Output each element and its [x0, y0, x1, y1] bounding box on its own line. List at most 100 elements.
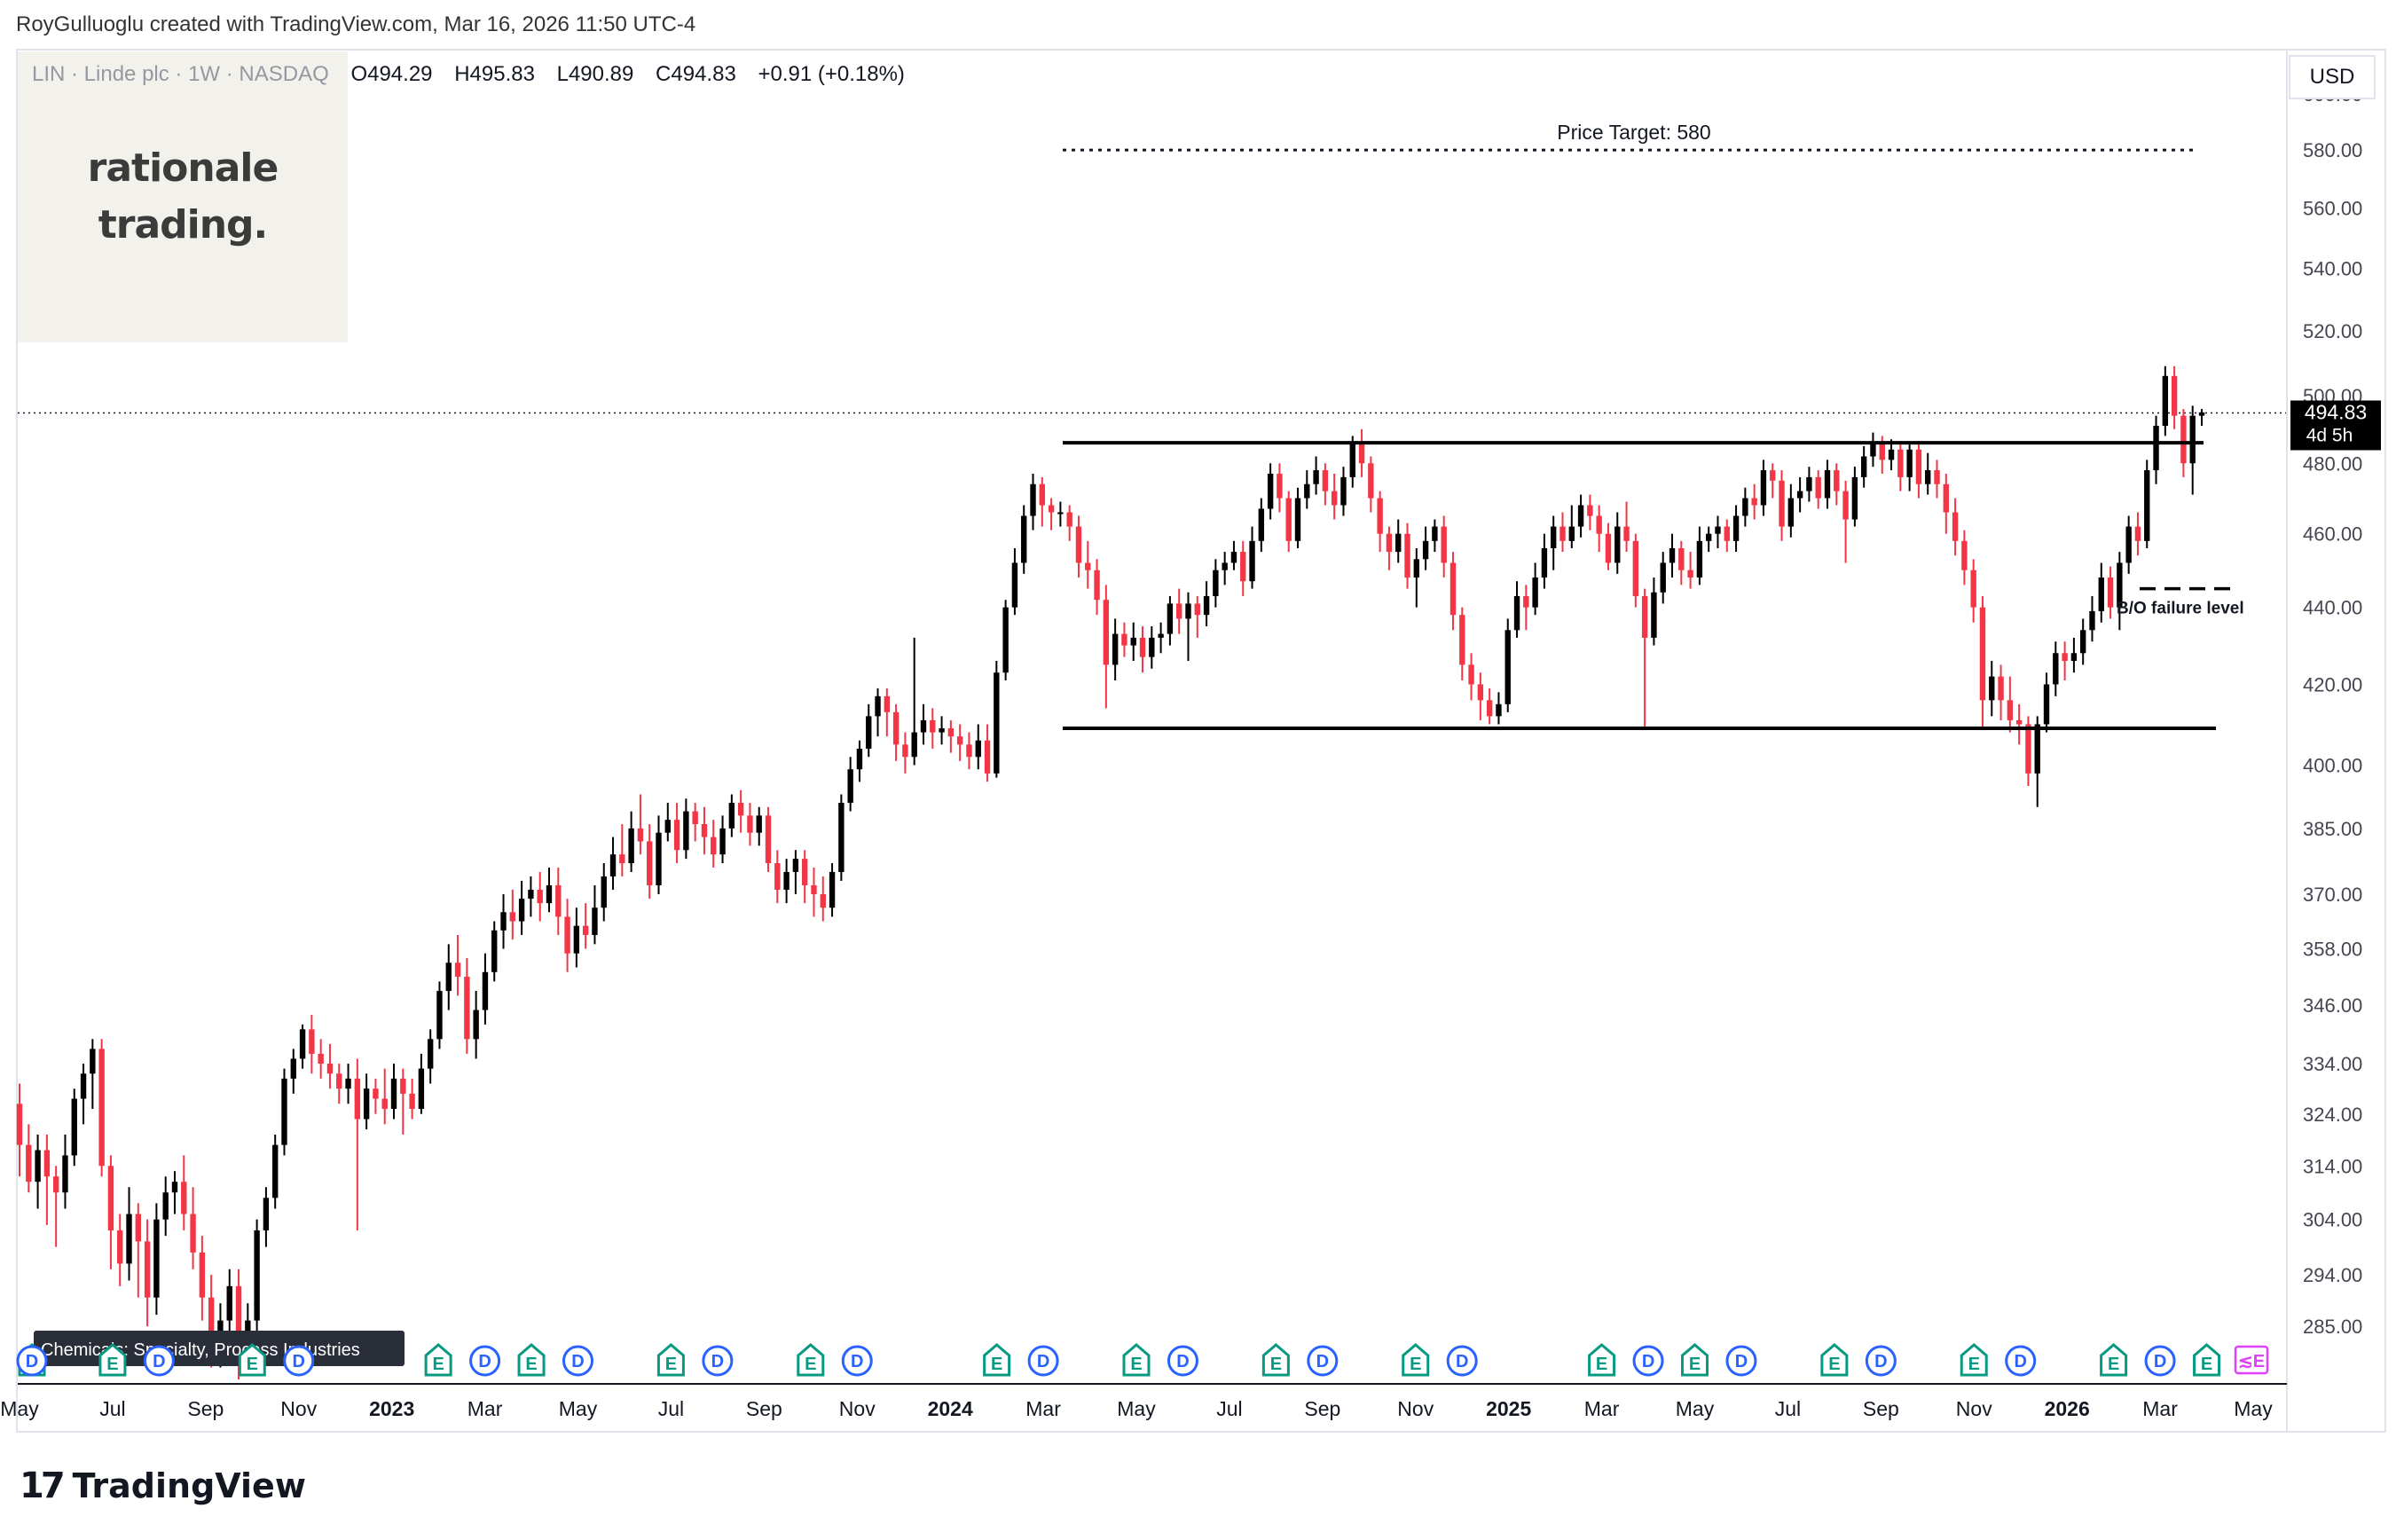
- candle: [975, 724, 981, 770]
- candle: [1669, 533, 1676, 578]
- candle: [1732, 505, 1740, 553]
- bo-failure-label: B/O failure level: [2117, 600, 2244, 618]
- candle: [71, 1088, 77, 1167]
- candle: [1213, 559, 1219, 608]
- candle: [1395, 519, 1402, 563]
- earnings-icon[interactable]: E: [98, 1343, 127, 1377]
- dividend-icon[interactable]: D: [16, 1345, 48, 1377]
- earnings-icon[interactable]: E: [424, 1343, 452, 1377]
- candle: [1724, 519, 1730, 553]
- annotations-group: Price Target: 580 B/O failure level: [1063, 121, 2244, 730]
- candle: [2043, 672, 2050, 733]
- candle: [1513, 581, 1520, 638]
- candle: [98, 1039, 105, 1177]
- candle: [1386, 526, 1393, 570]
- time-tick-label: Nov: [1397, 1397, 1434, 1420]
- dividend-icon[interactable]: D: [1307, 1345, 1339, 1377]
- earnings-icon[interactable]: E: [983, 1343, 1011, 1377]
- candle: [26, 1124, 32, 1193]
- candle: [1277, 463, 1283, 513]
- candle: [1523, 585, 1529, 631]
- price-axis[interactable]: 600.00580.00560.00540.00520.00500.00480.…: [2303, 83, 2362, 1338]
- tradingview-logo[interactable]: 17 TradingView: [20, 1465, 306, 1506]
- dividend-icon[interactable]: D: [1167, 1345, 1198, 1377]
- dividend-icon[interactable]: D: [2005, 1345, 2037, 1377]
- candle: [1715, 515, 1721, 548]
- candle: [2171, 365, 2178, 429]
- future-earnings-icon[interactable]: ≲E: [2234, 1345, 2269, 1375]
- candle: [1432, 519, 1438, 553]
- candle: [637, 794, 644, 855]
- earnings-icon[interactable]: E: [1820, 1343, 1849, 1377]
- dividend-icon[interactable]: D: [1725, 1345, 1757, 1377]
- earnings-icon[interactable]: E: [1261, 1343, 1290, 1377]
- candle: [555, 867, 562, 935]
- earnings-icon[interactable]: E: [1681, 1343, 1709, 1377]
- candle: [647, 824, 653, 900]
- candle: [263, 1187, 270, 1247]
- candle: [692, 802, 698, 842]
- candle: [254, 1219, 260, 1332]
- candle: [1002, 600, 1009, 681]
- currency-button[interactable]: USD: [2289, 55, 2376, 99]
- dividend-icon[interactable]: D: [283, 1345, 315, 1377]
- candle: [792, 850, 799, 895]
- dividend-icon[interactable]: D: [702, 1345, 734, 1377]
- candle: [1459, 607, 1465, 681]
- earnings-icon[interactable]: E: [1402, 1343, 1430, 1377]
- candle: [226, 1269, 232, 1339]
- candle: [2062, 641, 2068, 681]
- candle: [582, 903, 589, 949]
- dividend-icon[interactable]: D: [1446, 1345, 1478, 1377]
- dividend-icon[interactable]: D: [841, 1345, 873, 1377]
- candle: [1623, 501, 1630, 553]
- time-tick-label: Nov: [280, 1397, 317, 1420]
- svg-text:E: E: [106, 1355, 118, 1374]
- earnings-icon[interactable]: E: [2193, 1343, 2221, 1377]
- dividend-icon[interactable]: D: [1027, 1345, 1059, 1377]
- candle: [199, 1236, 206, 1321]
- candle: [2117, 552, 2123, 631]
- candle: [1258, 498, 1265, 553]
- candle: [190, 1187, 196, 1269]
- events-group[interactable]: EDEDEDEDEDEDEDEDEDEDEDEDEDEDEDEDE: [16, 1343, 2221, 1377]
- dividend-icon[interactable]: D: [143, 1345, 175, 1377]
- earnings-icon[interactable]: E: [797, 1343, 825, 1377]
- candle: [592, 884, 598, 945]
- dividend-icon[interactable]: D: [1865, 1345, 1897, 1377]
- candle: [1834, 463, 1840, 506]
- candle: [1915, 443, 1922, 499]
- svg-text:E: E: [1968, 1355, 1980, 1374]
- candle: [1358, 428, 1365, 477]
- time-axis[interactable]: May Jul Sep Nov 2023 Mar May Jul Sep Nov 2024 Mar Ma…: [0, 1397, 2273, 1420]
- earnings-icon[interactable]: E: [1122, 1343, 1151, 1377]
- ohlc-open: O494.29: [350, 62, 433, 86]
- earnings-icon[interactable]: E: [2100, 1343, 2128, 1377]
- symbol-description[interactable]: LIN · Linde plc · 1W · NASDAQ: [32, 62, 329, 86]
- time-tick-label: Sep: [746, 1397, 782, 1420]
- ohlc-low: L490.89: [556, 62, 634, 86]
- candle: [2189, 405, 2196, 495]
- price-tick-label: 540.00: [2303, 257, 2362, 279]
- candle: [1660, 552, 1666, 604]
- candle: [2162, 365, 2169, 436]
- earnings-icon[interactable]: E: [517, 1343, 546, 1377]
- svg-text:E: E: [247, 1355, 258, 1374]
- earnings-icon[interactable]: E: [238, 1343, 266, 1377]
- candle: [1943, 473, 1949, 534]
- dividend-icon[interactable]: D: [469, 1345, 501, 1377]
- price-tick-label: 285.00: [2303, 1316, 2362, 1338]
- dividend-icon[interactable]: D: [1632, 1345, 1664, 1377]
- earnings-icon[interactable]: E: [1588, 1343, 1616, 1377]
- candle: [454, 934, 461, 996]
- candle: [1541, 533, 1548, 589]
- candle: [747, 802, 753, 846]
- candle: [664, 802, 671, 842]
- dividend-icon[interactable]: D: [2144, 1345, 2176, 1377]
- dividend-icon[interactable]: D: [562, 1345, 593, 1377]
- earnings-icon[interactable]: E: [1960, 1343, 1988, 1377]
- candle: [1477, 672, 1484, 720]
- candle: [1085, 540, 1091, 589]
- earnings-icon[interactable]: E: [656, 1343, 685, 1377]
